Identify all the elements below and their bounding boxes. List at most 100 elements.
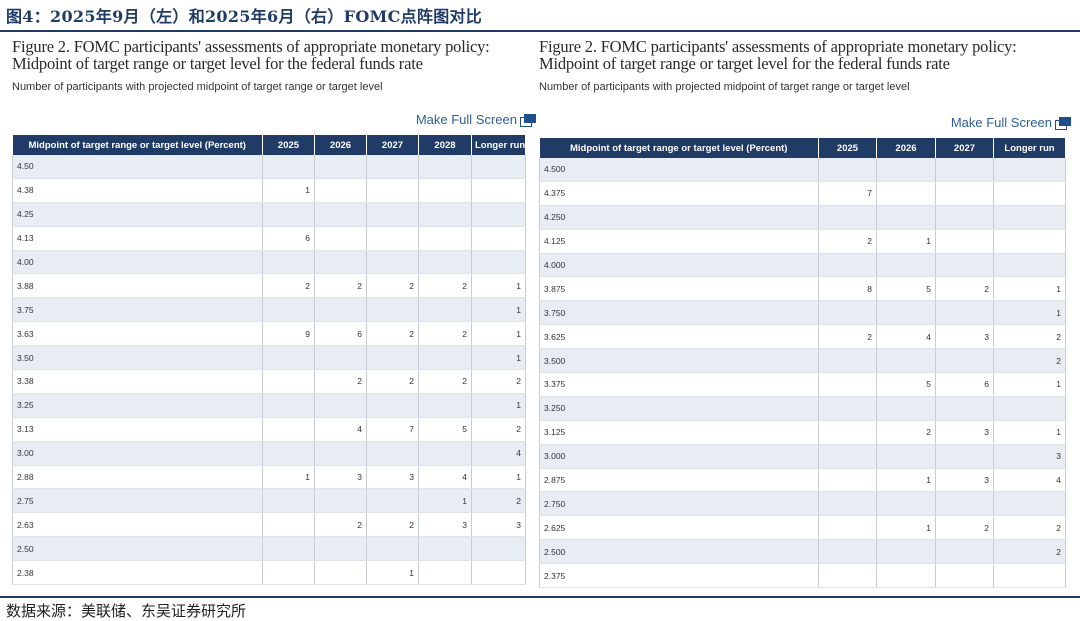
participant-count-cell bbox=[471, 226, 526, 251]
participant-count-cell: 1 bbox=[262, 465, 315, 490]
participant-count-cell bbox=[418, 250, 472, 275]
participant-count-cell: 1 bbox=[418, 488, 472, 514]
table-row: 2.875 1 3 4 bbox=[539, 468, 1066, 493]
make-full-screen-link[interactable]: Make Full Screen bbox=[951, 115, 1071, 130]
participant-count-cell bbox=[314, 536, 367, 562]
participant-count-cell: 3 bbox=[471, 512, 526, 538]
dot-plot-table: Midpoint of target range or target level… bbox=[539, 138, 1066, 589]
table-row: 4.375 7 bbox=[539, 181, 1066, 206]
participant-count-cell: 2 bbox=[418, 369, 472, 394]
column-header-2025: 2025 bbox=[818, 138, 877, 158]
participant-count-cell: 1 bbox=[876, 229, 936, 254]
participant-count-cell bbox=[818, 372, 877, 397]
participant-count-cell: 1 bbox=[262, 178, 315, 203]
table-row: 4.50 bbox=[12, 155, 526, 179]
participant-count-cell bbox=[314, 345, 367, 371]
participant-count-cell bbox=[993, 181, 1066, 206]
full-screen-icon bbox=[520, 113, 536, 127]
participant-count-cell bbox=[314, 297, 367, 323]
participant-count-cell bbox=[818, 491, 877, 517]
participant-count-cell: 3 bbox=[993, 444, 1066, 469]
participant-count-cell: 2 bbox=[818, 229, 877, 254]
participant-count-cell: 1 bbox=[876, 515, 936, 541]
table-row: 3.25 1 bbox=[12, 393, 526, 418]
participant-count-cell: 5 bbox=[876, 276, 936, 302]
participant-count-cell bbox=[818, 563, 877, 589]
participant-count-cell bbox=[935, 348, 994, 374]
participant-count-cell: 1 bbox=[993, 420, 1066, 445]
make-full-screen-link[interactable]: Make Full Screen bbox=[416, 112, 536, 127]
make-full-screen-label: Make Full Screen bbox=[950, 115, 1052, 130]
participant-count-cell bbox=[314, 226, 367, 251]
rate-level-cell: 2.38 bbox=[12, 560, 263, 586]
participant-count-cell bbox=[818, 300, 877, 326]
rate-level-cell: 2.75 bbox=[12, 488, 263, 514]
table-row: 3.63 9 6 2 2 1 bbox=[12, 321, 526, 347]
rate-level-cell: 3.63 bbox=[12, 321, 263, 347]
participant-count-cell bbox=[935, 181, 994, 206]
participant-count-cell bbox=[818, 396, 877, 421]
table-row: 4.00 bbox=[12, 250, 526, 275]
participant-count-cell: 2 bbox=[993, 324, 1066, 350]
rate-level-cell: 4.13 bbox=[12, 226, 263, 251]
table-row: 3.500 2 bbox=[539, 348, 1066, 374]
participant-count-cell bbox=[818, 348, 877, 374]
column-header-2027: 2027 bbox=[366, 135, 419, 155]
rate-level-cell: 3.250 bbox=[539, 396, 819, 421]
participant-count-cell bbox=[471, 202, 526, 227]
participant-count-cell: 2 bbox=[366, 273, 419, 299]
participant-count-cell bbox=[935, 253, 994, 278]
table-row: 2.75 1 2 bbox=[12, 488, 526, 514]
rate-level-cell: 4.00 bbox=[12, 250, 263, 275]
rate-level-cell: 2.88 bbox=[12, 465, 263, 490]
participant-count-cell bbox=[262, 297, 315, 323]
participant-count-cell bbox=[993, 491, 1066, 517]
rate-level-cell: 3.375 bbox=[539, 372, 819, 397]
participant-count-cell: 2 bbox=[366, 321, 419, 347]
column-header-2026: 2026 bbox=[876, 138, 936, 158]
participant-count-cell: 8 bbox=[818, 276, 877, 302]
table-row: 4.125 2 1 bbox=[539, 229, 1066, 254]
rate-level-cell: 4.500 bbox=[539, 158, 819, 182]
participant-count-cell bbox=[876, 396, 936, 421]
participant-count-cell bbox=[366, 202, 419, 227]
participant-count-cell bbox=[418, 297, 472, 323]
participant-count-cell bbox=[262, 417, 315, 442]
participant-count-cell bbox=[314, 488, 367, 514]
table-row: 3.875 8 5 2 1 bbox=[539, 276, 1066, 302]
participant-count-cell bbox=[876, 253, 936, 278]
table-row: 2.375 bbox=[539, 563, 1066, 589]
participant-count-cell: 1 bbox=[366, 560, 419, 586]
participant-count-cell bbox=[366, 250, 419, 275]
rate-level-cell: 4.250 bbox=[539, 205, 819, 230]
participant-count-cell: 3 bbox=[935, 324, 994, 350]
participant-count-cell bbox=[262, 441, 315, 466]
participant-count-cell bbox=[366, 536, 419, 562]
participant-count-cell bbox=[876, 181, 936, 206]
participant-count-cell: 4 bbox=[471, 441, 526, 466]
participant-count-cell bbox=[471, 536, 526, 562]
table-row: 4.25 bbox=[12, 202, 526, 227]
participant-count-cell bbox=[935, 205, 994, 230]
participant-count-cell bbox=[366, 488, 419, 514]
rate-level-cell: 3.500 bbox=[539, 348, 819, 374]
figure-subtitle: Number of participants with projected mi… bbox=[539, 81, 910, 93]
participant-count-cell: 2 bbox=[314, 273, 367, 299]
participant-count-cell: 6 bbox=[262, 226, 315, 251]
participant-count-cell bbox=[366, 178, 419, 203]
table-row: 3.750 1 bbox=[539, 300, 1066, 326]
participant-count-cell: 6 bbox=[314, 321, 367, 347]
participant-count-cell bbox=[366, 345, 419, 371]
participant-count-cell bbox=[418, 345, 472, 371]
participant-count-cell bbox=[418, 393, 472, 418]
participant-count-cell bbox=[818, 468, 877, 493]
left-panel: Figure 2. FOMC participants' assessments… bbox=[12, 38, 536, 586]
rate-level-cell: 2.625 bbox=[539, 515, 819, 541]
table-row: 3.625 2 4 3 2 bbox=[539, 324, 1066, 350]
table-row: 4.000 bbox=[539, 253, 1066, 278]
participant-count-cell bbox=[262, 202, 315, 227]
table-row: 3.13 4 7 5 2 bbox=[12, 417, 526, 442]
participant-count-cell: 2 bbox=[262, 273, 315, 299]
participant-count-cell: 1 bbox=[993, 276, 1066, 302]
participant-count-cell bbox=[418, 178, 472, 203]
